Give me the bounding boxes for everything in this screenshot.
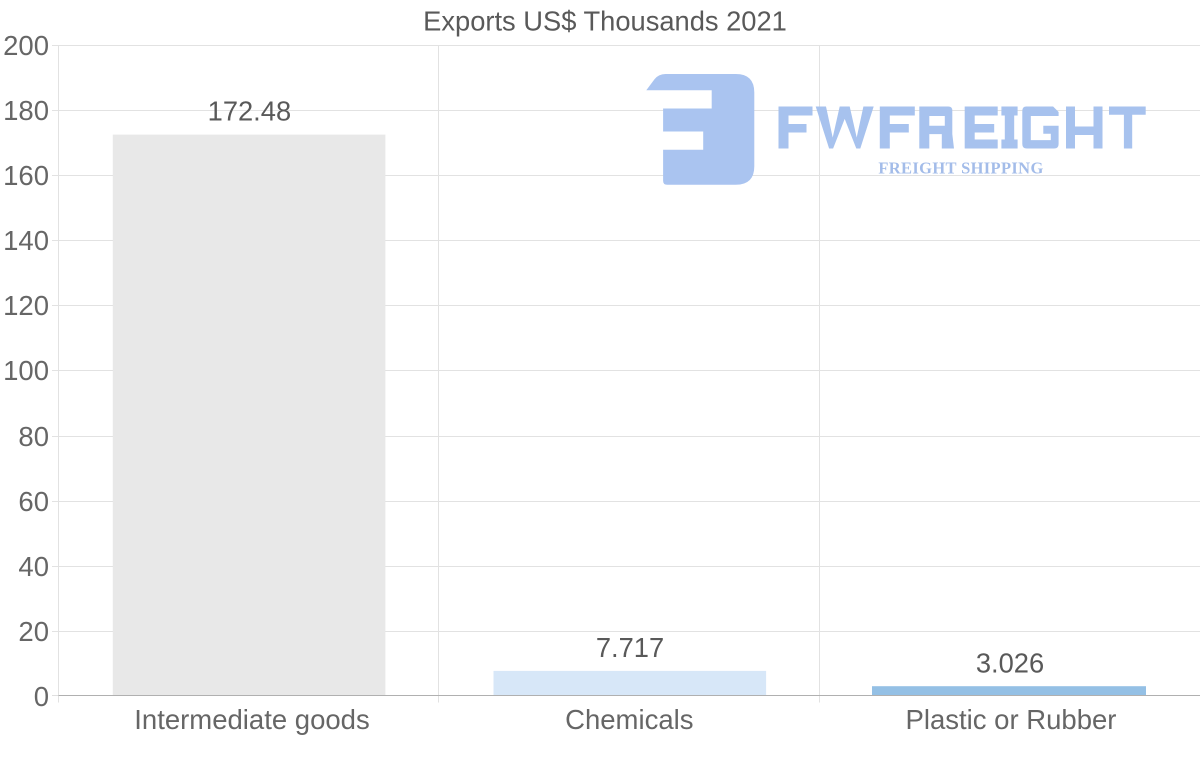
svg-text:160: 160 xyxy=(3,160,49,191)
svg-text:120: 120 xyxy=(3,290,49,321)
svg-text:180: 180 xyxy=(3,95,49,126)
svg-text:60: 60 xyxy=(18,486,49,517)
svg-text:140: 140 xyxy=(3,225,49,256)
svg-text:Plastic or Rubber: Plastic or Rubber xyxy=(906,704,1117,735)
svg-text:200: 200 xyxy=(3,30,49,61)
svg-text:Exports US$ Thousands 2021: Exports US$ Thousands 2021 xyxy=(423,6,787,37)
svg-text:Intermediate goods: Intermediate goods xyxy=(134,704,369,735)
svg-text:7.717: 7.717 xyxy=(596,632,664,663)
svg-text:20: 20 xyxy=(18,616,49,647)
svg-text:FREIGHT SHIPPING: FREIGHT SHIPPING xyxy=(878,159,1043,178)
svg-text:0: 0 xyxy=(34,681,49,712)
svg-text:40: 40 xyxy=(18,551,49,582)
svg-text:172.48: 172.48 xyxy=(208,95,292,126)
svg-text:100: 100 xyxy=(3,355,49,386)
svg-text:Chemicals: Chemicals xyxy=(565,704,693,735)
svg-text:3.026: 3.026 xyxy=(976,648,1044,679)
svg-text:80: 80 xyxy=(18,421,49,452)
